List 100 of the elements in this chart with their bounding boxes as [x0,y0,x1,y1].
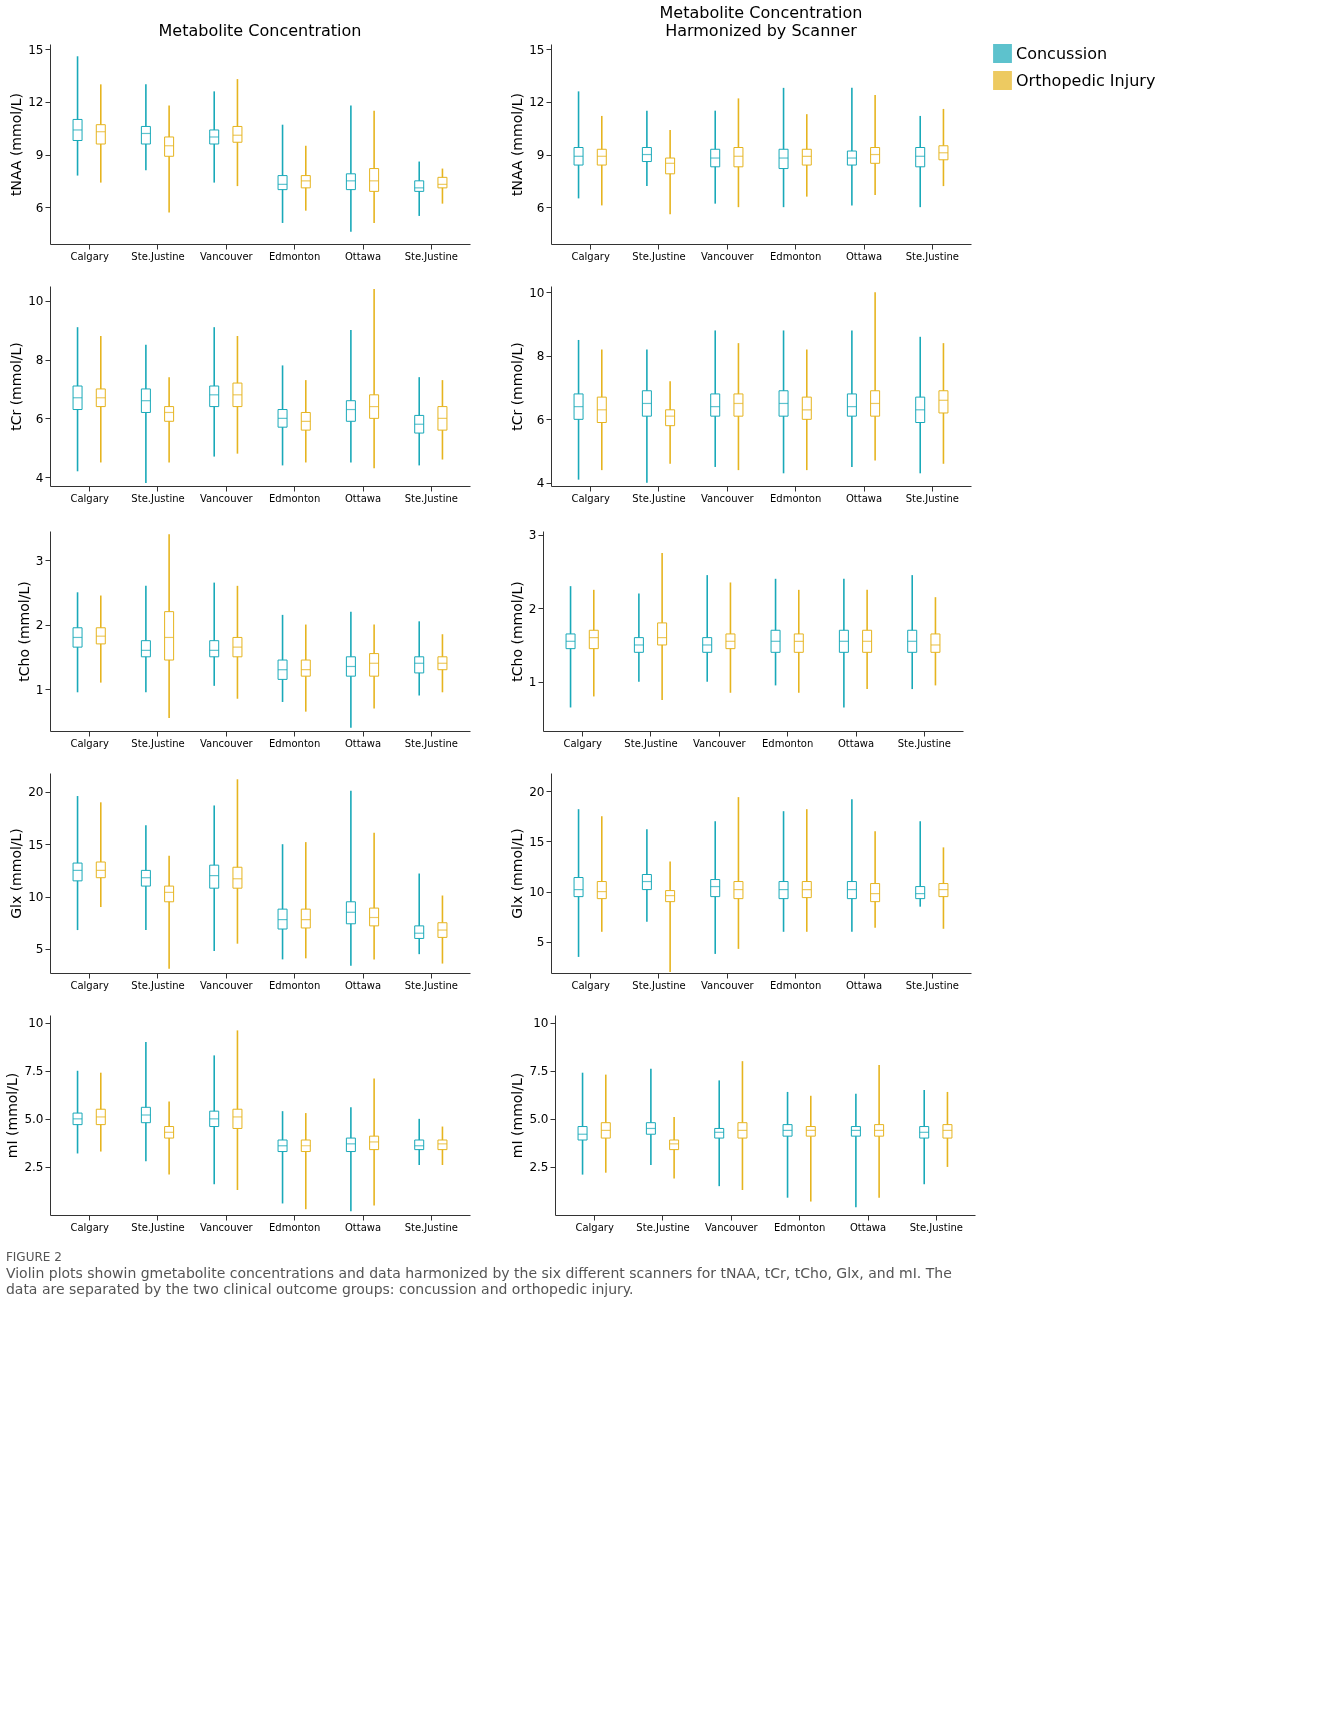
y-axis-title: Glx (mmol/L) [509,828,526,919]
y-tick-label: 12 [28,95,44,110]
x-tick-label: Ste.Justine [131,737,185,749]
x-tick-label: Ottawa [344,979,382,991]
y-tick-label: 1 [528,675,537,690]
y-tick-label: 15 [28,42,44,57]
y-tick-label: 15 [529,42,545,57]
x-tick-label: Calgary [571,492,610,504]
x-tick-label: Ste.Justine [404,492,458,504]
x-tick-label: Calgary [70,492,109,504]
x-tick-label: Ste.Justine [404,979,458,991]
y-tick-label: 8 [536,349,545,364]
x-tick-label: Edmonton [770,492,822,504]
y-tick-label: 9 [35,148,44,163]
x-tick-label: Vancouver [701,492,755,504]
x-tick-label: Calgary [70,250,109,262]
y-tick-label: 10 [28,890,44,905]
y-tick-label: 6 [35,200,44,215]
y-axis-title: tCho (mmol/L) [15,581,32,682]
x-tick-label: Vancouver [701,250,755,262]
x-tick-label: Calgary [70,979,109,991]
x-tick-label: Vancouver [200,492,254,504]
x-tick-label: Ste.Justine [404,1221,458,1233]
x-tick-label: Edmonton [770,979,822,991]
x-tick-label: Ste.Justine [131,979,185,991]
y-tick-label: 20 [28,785,44,800]
x-tick-label: Ottawa [837,737,875,749]
x-tick-label: Vancouver [701,979,755,991]
y-tick-label: 6 [536,412,545,427]
x-tick-label: Edmonton [269,492,321,504]
y-tick-label: 7.5 [529,1064,549,1079]
y-tick-label: 9 [536,148,545,163]
x-tick-label: Ottawa [845,250,883,262]
x-tick-label: Vancouver [200,250,254,262]
y-tick-label: 4 [35,470,44,485]
x-tick-label: Vancouver [200,737,254,749]
text: Violin plots showin gmetabolite concentrations and data harmonized by the six different scanners for tNAA, tCr, tCho, Glx, and mI. The data are separated by the two clinical outcome groups: concussion and orthopedic injury. [5,1265,952,1297]
y-tick-label: 4 [536,476,545,491]
y-axis-title: mI (mmol/L) [4,1072,21,1159]
y-tick-label: 2 [528,601,537,616]
x-tick-label: Calgary [70,737,109,749]
x-tick-label: Ottawa [845,492,883,504]
y-axis-title: tCho (mmol/L) [508,581,525,682]
y-axis-title: tNAA (mmol/L) [8,92,25,197]
x-tick-label: Ottawa [344,492,382,504]
caption: FIGURE 2 [5,1250,62,1264]
x-tick-label: Ste.Justine [909,1221,963,1233]
x-tick-label: Edmonton [269,1221,321,1233]
chart-title: Metabolite Concentration Harmonized by Scanner [659,3,863,41]
y-tick-label: 10 [529,885,545,900]
x-tick-label: Ste.Justine [905,492,959,504]
y-tick-label: 1 [35,682,44,697]
legend-label: Concussion [1016,43,1108,63]
y-tick-label: 5 [35,942,44,957]
y-tick-label: 2.5 [529,1160,549,1175]
x-tick-label: Ste.Justine [905,250,959,262]
x-tick-label: Edmonton [770,250,822,262]
y-tick-label: 8 [35,353,44,368]
y-tick-label: 3 [528,528,537,543]
y-axis-title: mI (mmol/L) [509,1072,526,1159]
y-tick-label: 5.0 [24,1112,44,1127]
y-tick-label: 3 [35,553,44,568]
x-tick-label: Ottawa [344,737,382,749]
x-tick-label: Ste.Justine [404,250,458,262]
y-tick-label: 6 [35,411,44,426]
x-tick-label: Edmonton [774,1221,826,1233]
y-tick-label: 10 [529,285,545,300]
x-tick-label: Vancouver [705,1221,759,1233]
y-tick-label: 6 [536,200,545,215]
x-tick-label: Vancouver [693,737,747,749]
x-tick-label: Calgary [571,250,610,262]
chart-title: Metabolite Concentration [158,21,362,41]
legend-label: Orthopedic Injury [1016,70,1156,90]
y-tick-label: 12 [529,95,545,110]
y-tick-label: 10 [28,1016,44,1031]
x-tick-label: Ste.Justine [632,492,686,504]
y-axis-title: Glx (mmol/L) [8,828,25,919]
x-tick-label: Ste.Justine [131,492,185,504]
y-axis-title: tCr (mmol/L) [509,342,526,431]
x-tick-label: Edmonton [269,979,321,991]
y-tick-label: 2.5 [24,1160,44,1175]
x-tick-label: Edmonton [762,737,814,749]
x-tick-label: Ste.Justine [131,250,185,262]
x-tick-label: Ottawa [849,1221,887,1233]
x-tick-label: Calgary [563,737,602,749]
x-tick-label: Ste.Justine [897,737,951,749]
y-tick-label: 5.0 [529,1112,549,1127]
x-tick-label: Ste.Justine [636,1221,690,1233]
y-axis-title: tNAA (mmol/L) [509,92,526,197]
x-tick-label: Ottawa [344,250,382,262]
y-tick-label: 10 [533,1016,549,1031]
y-tick-label: 5 [536,935,545,950]
y-tick-label: 20 [529,784,545,799]
x-tick-label: Ste.Justine [131,1221,185,1233]
x-tick-label: Vancouver [200,979,254,991]
y-tick-label: 15 [529,834,545,849]
x-tick-label: Ste.Justine [624,737,678,749]
x-tick-label: Ste.Justine [905,979,959,991]
y-tick-label: 2 [35,618,44,633]
x-tick-label: Ottawa [344,1221,382,1233]
